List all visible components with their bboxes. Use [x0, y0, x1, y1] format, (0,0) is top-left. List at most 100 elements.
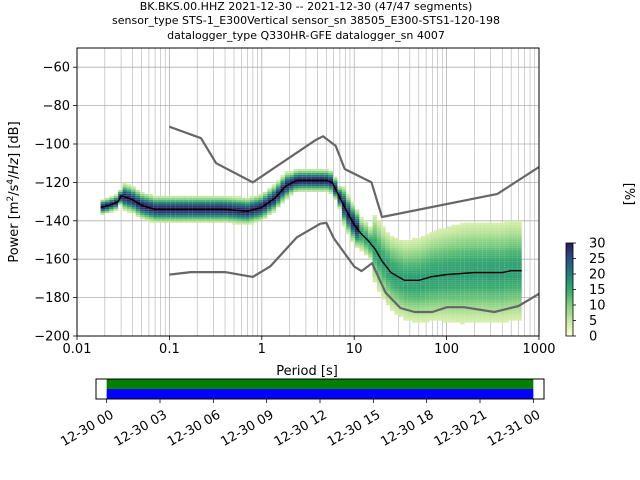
density-cell — [512, 312, 518, 315]
density-cell — [482, 316, 487, 319]
density-cell — [302, 180, 307, 183]
density-cell — [416, 284, 421, 287]
density-cell — [455, 249, 461, 252]
density-cell — [491, 309, 496, 312]
density-cell — [486, 264, 492, 267]
density-cell — [376, 226, 382, 229]
density-cell — [148, 213, 154, 216]
colorbar-tick-label: 5 — [589, 314, 597, 329]
density-cell — [210, 209, 215, 212]
density-cell — [412, 305, 417, 308]
density-cell — [482, 312, 487, 315]
density-cell — [477, 245, 483, 248]
density-cell — [197, 203, 202, 206]
density-cell — [109, 195, 114, 198]
density-cell — [240, 205, 246, 208]
density-cell — [433, 259, 439, 262]
density-cell — [179, 218, 184, 221]
density-cell — [464, 241, 470, 244]
density-cell — [504, 253, 509, 256]
density-cell — [491, 259, 496, 262]
density-cell — [442, 236, 448, 239]
density-cell — [504, 318, 509, 321]
density-cell — [197, 213, 202, 216]
density-cell — [473, 249, 478, 252]
density-cell — [455, 253, 461, 256]
density-cell — [486, 289, 492, 292]
density-cell — [469, 318, 474, 321]
density-cell — [473, 228, 478, 231]
density-cell — [447, 249, 452, 252]
density-cell — [442, 316, 448, 319]
density-cell — [232, 207, 237, 210]
density-cell — [350, 232, 356, 235]
density-cell — [227, 213, 233, 216]
density-cell — [293, 170, 298, 173]
density-cell — [477, 228, 483, 231]
density-cell — [390, 288, 395, 290]
density-cell — [460, 282, 465, 285]
density-cell — [460, 295, 465, 298]
density-cell — [420, 263, 426, 265]
density-cell — [368, 247, 373, 250]
density-cell — [482, 263, 487, 265]
density-cell — [346, 199, 351, 202]
density-cell — [433, 278, 439, 281]
density-cell — [284, 182, 290, 185]
density-cell — [416, 289, 421, 292]
density-cell — [464, 289, 470, 292]
density-cell — [271, 211, 277, 214]
density-cell — [258, 201, 263, 204]
density-cell — [508, 291, 513, 294]
density-cell — [372, 236, 377, 239]
density-cell — [166, 209, 171, 212]
density-cell — [491, 284, 496, 287]
density-cell — [394, 259, 399, 262]
density-cell — [416, 288, 421, 290]
density-cell — [407, 276, 413, 279]
density-cell — [512, 220, 518, 223]
density-cell — [455, 293, 461, 296]
density-cell — [210, 216, 215, 219]
density-cell — [284, 172, 290, 175]
density-cell — [433, 293, 439, 296]
density-cell — [126, 184, 132, 187]
density-cell — [517, 293, 522, 296]
density-cell — [442, 251, 448, 254]
density-cell — [429, 309, 434, 312]
density-cell — [337, 186, 342, 189]
density-cell — [455, 297, 461, 300]
density-cell — [398, 295, 404, 298]
density-cell — [469, 309, 474, 312]
time-tick-label: 12-30 12 — [272, 408, 330, 450]
density-cell — [381, 295, 386, 298]
time-tick-label: 12-30 03 — [112, 408, 170, 450]
density-cell — [504, 266, 509, 269]
density-cell — [390, 274, 395, 277]
density-cell — [249, 207, 255, 210]
density-cell — [486, 274, 492, 277]
density-cell — [162, 213, 167, 216]
density-cell — [486, 255, 492, 258]
density-cell — [135, 213, 141, 216]
density-cell — [442, 299, 448, 302]
density-cell — [429, 278, 434, 281]
density-cell — [188, 209, 193, 212]
density-cell — [390, 251, 395, 254]
density-cell — [429, 268, 434, 271]
density-cell — [280, 176, 285, 179]
density-cell — [442, 259, 448, 262]
density-cell — [420, 280, 426, 283]
density-cell — [407, 264, 413, 267]
density-cell — [412, 243, 417, 246]
density-cell — [175, 209, 180, 212]
density-cell — [324, 186, 329, 189]
density-cell — [394, 255, 399, 258]
density-cell — [495, 278, 500, 281]
density-cell — [447, 257, 452, 260]
density-cell — [416, 303, 421, 306]
density-cell — [416, 261, 421, 264]
density-cell — [148, 216, 154, 219]
density-cell — [372, 215, 377, 217]
density-cell — [512, 253, 518, 256]
